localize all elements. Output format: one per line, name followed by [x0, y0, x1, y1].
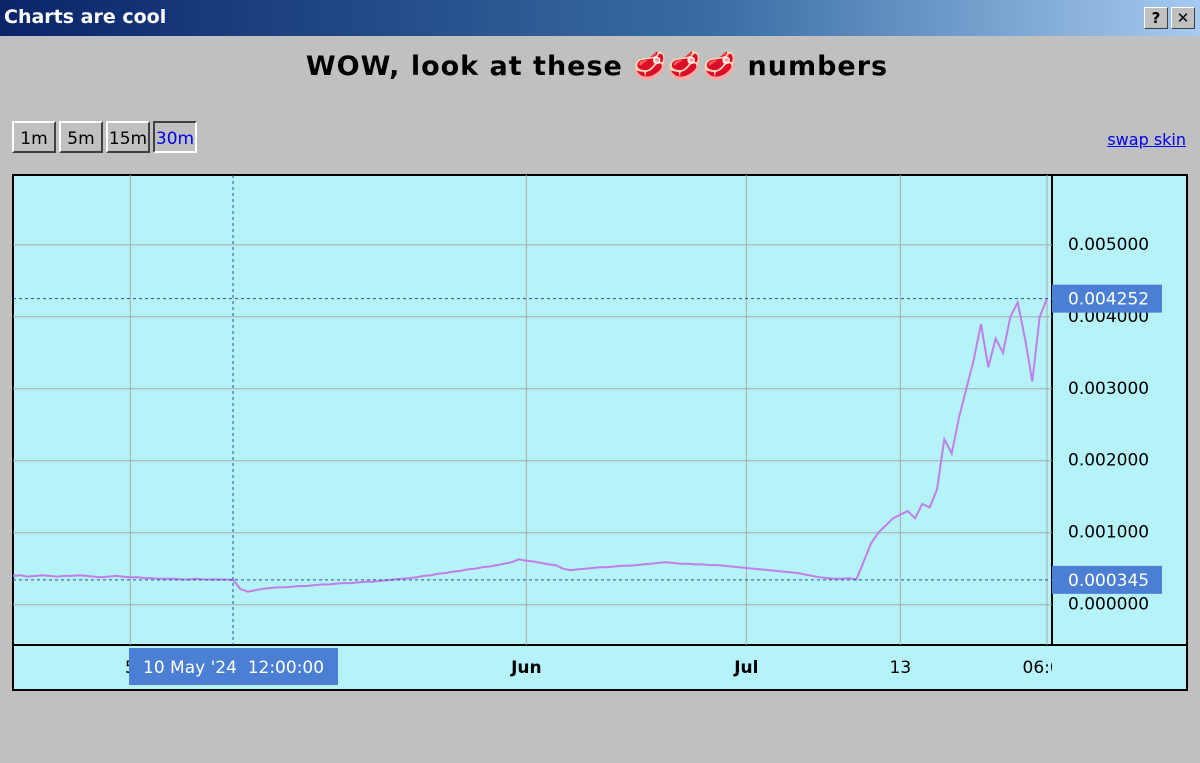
y-tick-label: 0.002000 — [1068, 451, 1149, 471]
timeframe-button[interactable]: 5m — [59, 121, 103, 153]
timeframe-buttons: 1m 5m 15m 30m — [12, 121, 197, 153]
y-tick-label: 0.003000 — [1068, 379, 1149, 399]
close-button[interactable]: ✕ — [1171, 7, 1195, 29]
timeframe-button[interactable]: 15m — [106, 121, 150, 153]
price-label: 0.004252 — [1068, 290, 1149, 310]
x-tick-label: Jul — [733, 658, 758, 678]
chart-background — [12, 174, 1188, 691]
window-title: Charts are cool — [4, 6, 167, 28]
y-tick-label: 0.000000 — [1068, 595, 1149, 615]
timeframe-button[interactable]: 1m — [12, 121, 56, 153]
price-line — [13, 298, 1048, 593]
help-button[interactable]: ? — [1144, 7, 1168, 29]
price-label-box — [1052, 565, 1162, 594]
plot: 5JunJul1306:00 — [13, 175, 1072, 678]
x-tick-label: 06:00 — [1023, 658, 1072, 678]
timeframe-button[interactable]: 30m — [153, 121, 197, 153]
price-label: 0.000345 — [1068, 571, 1149, 591]
y-tick-label: 0.005000 — [1068, 235, 1149, 255]
x-tick-label: Jun — [510, 658, 542, 678]
x-tick-label: 13 — [890, 658, 912, 678]
heading: WOW, look at these 🥩🥩🥩 numbers — [305, 51, 889, 82]
price-label-box — [1052, 284, 1162, 313]
axes: 0.0000000.0010000.0020000.0030000.004000… — [129, 235, 1162, 685]
y-tick-label: 0.001000 — [1068, 523, 1149, 543]
swap-skin-link[interactable]: swap skin — [1107, 130, 1186, 149]
title-bar: Charts are cool ? ✕ — [0, 0, 1200, 36]
crosshair-label-box — [129, 648, 338, 685]
crosshair-label: 10 May '24 12:00:00 — [143, 658, 324, 678]
